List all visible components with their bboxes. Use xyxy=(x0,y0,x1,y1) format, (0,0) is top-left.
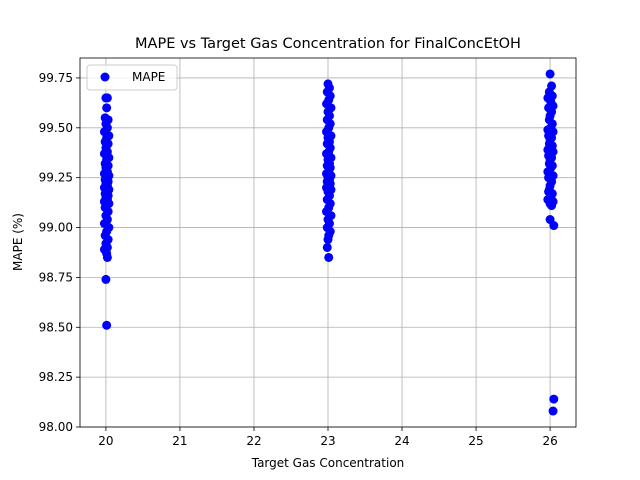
chart-title: MAPE vs Target Gas Concentration for Fin… xyxy=(135,36,521,52)
x-tick-label: 24 xyxy=(394,434,409,448)
x-tick-label: 25 xyxy=(468,434,483,448)
y-tick-label: 98.75 xyxy=(39,270,73,284)
data-point xyxy=(544,187,554,197)
x-tick-label: 23 xyxy=(320,434,335,448)
x-tick-label: 21 xyxy=(172,434,187,448)
y-tick-label: 98.00 xyxy=(39,420,73,434)
data-point xyxy=(102,252,112,262)
y-axis-ticks: 98.00 98.25 98.50 98.75 99.00 99.25 99.50 99.75 xyxy=(39,71,80,434)
data-point xyxy=(102,93,112,103)
y-tick-label: 99.75 xyxy=(39,71,73,85)
y-tick-label: 99.50 xyxy=(39,121,73,135)
x-tick-label: 26 xyxy=(542,434,557,448)
y-tick-label: 99.00 xyxy=(39,221,73,235)
data-point xyxy=(548,406,558,416)
legend-marker xyxy=(100,72,110,82)
data-point xyxy=(322,242,332,252)
x-axis-label: Target Gas Concentration xyxy=(251,456,405,470)
y-axis-label: MAPE (%) xyxy=(11,213,25,271)
legend-box xyxy=(86,64,178,91)
y-tick-label: 99.25 xyxy=(39,171,73,185)
data-point xyxy=(102,320,112,330)
legend: MAPE xyxy=(86,64,178,91)
y-tick-label: 98.50 xyxy=(39,320,73,334)
x-axis-ticks: 20 21 22 23 24 25 26 xyxy=(98,427,558,448)
data-points xyxy=(99,69,559,416)
x-tick-label: 22 xyxy=(246,434,261,448)
data-point xyxy=(102,103,112,113)
data-point xyxy=(101,274,111,284)
data-point xyxy=(545,69,555,79)
x-tick-label: 20 xyxy=(98,434,113,448)
data-point xyxy=(323,235,333,245)
data-point xyxy=(324,252,334,262)
data-point xyxy=(549,394,559,404)
data-point xyxy=(549,221,559,231)
data-point xyxy=(547,201,557,211)
y-tick-label: 98.25 xyxy=(39,370,73,384)
legend-label: MAPE xyxy=(132,70,165,84)
